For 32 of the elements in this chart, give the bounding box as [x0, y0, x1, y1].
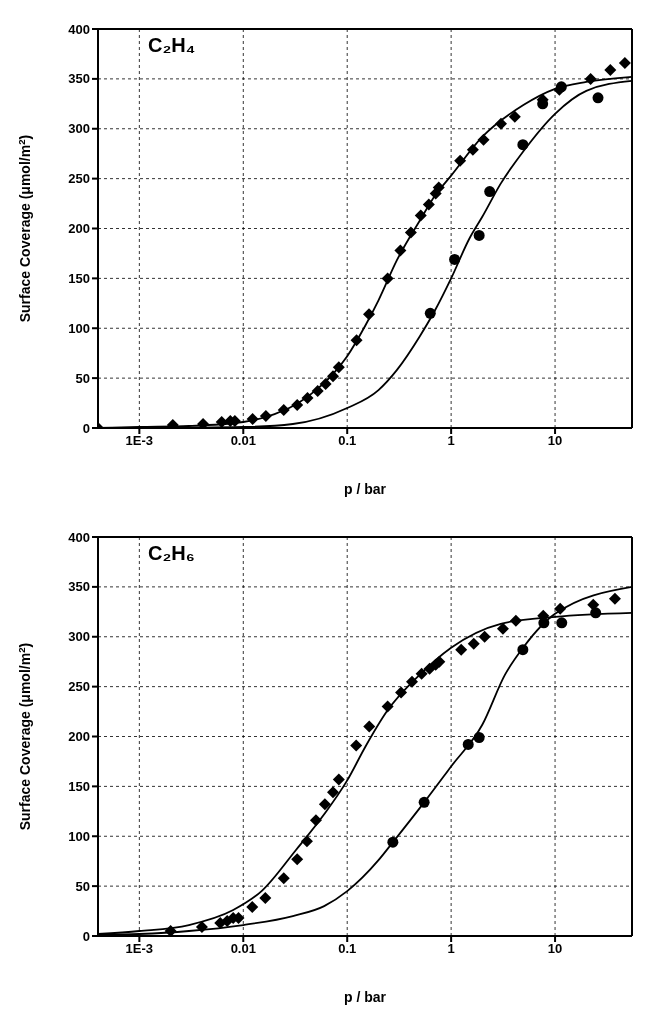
y-tick-label: 350: [68, 71, 90, 87]
x-tick-label: 0.01: [230, 433, 256, 449]
y-tick-label: 300: [68, 629, 90, 645]
x-tick-label: 10: [547, 941, 563, 957]
y-tick-label: 100: [68, 828, 90, 844]
x-tick-label: 0.01: [230, 941, 256, 957]
y-tick-label: 250: [68, 171, 90, 187]
x-tick-label: 0.1: [338, 941, 357, 957]
y-tick-label: 50: [75, 370, 90, 386]
y-tick-label: 400: [68, 529, 90, 545]
y-tick-label: 400: [68, 21, 90, 37]
x-tick-label: 1E-3: [125, 941, 154, 957]
y-tick-label: 300: [68, 121, 90, 137]
y-tick-label: 150: [68, 270, 90, 286]
y-tick-label: 200: [68, 221, 90, 237]
x-tick-label: 1: [447, 941, 455, 957]
y-tick-label: 350: [68, 579, 90, 595]
y-tick-label: 100: [68, 320, 90, 336]
y-tick-label: 50: [75, 878, 90, 894]
x-tick-label: 0.1: [338, 433, 357, 449]
chart-title: C₂H₆: [148, 542, 195, 565]
x-axis-title: p / bar: [343, 481, 387, 497]
chart-title: C₂H₄: [148, 34, 196, 57]
y-tick-label: 250: [68, 679, 90, 695]
x-tick-label: 1: [447, 433, 455, 449]
x-axis-title: p / bar: [343, 989, 387, 1005]
x-tick-label: 10: [547, 433, 563, 449]
y-tick-label: 150: [68, 778, 90, 794]
y-tick-label: 200: [68, 729, 90, 745]
x-tick-label: 1E-3: [125, 433, 154, 449]
y-tick-label: 0: [82, 928, 90, 944]
y-tick-label: 0: [82, 420, 90, 436]
